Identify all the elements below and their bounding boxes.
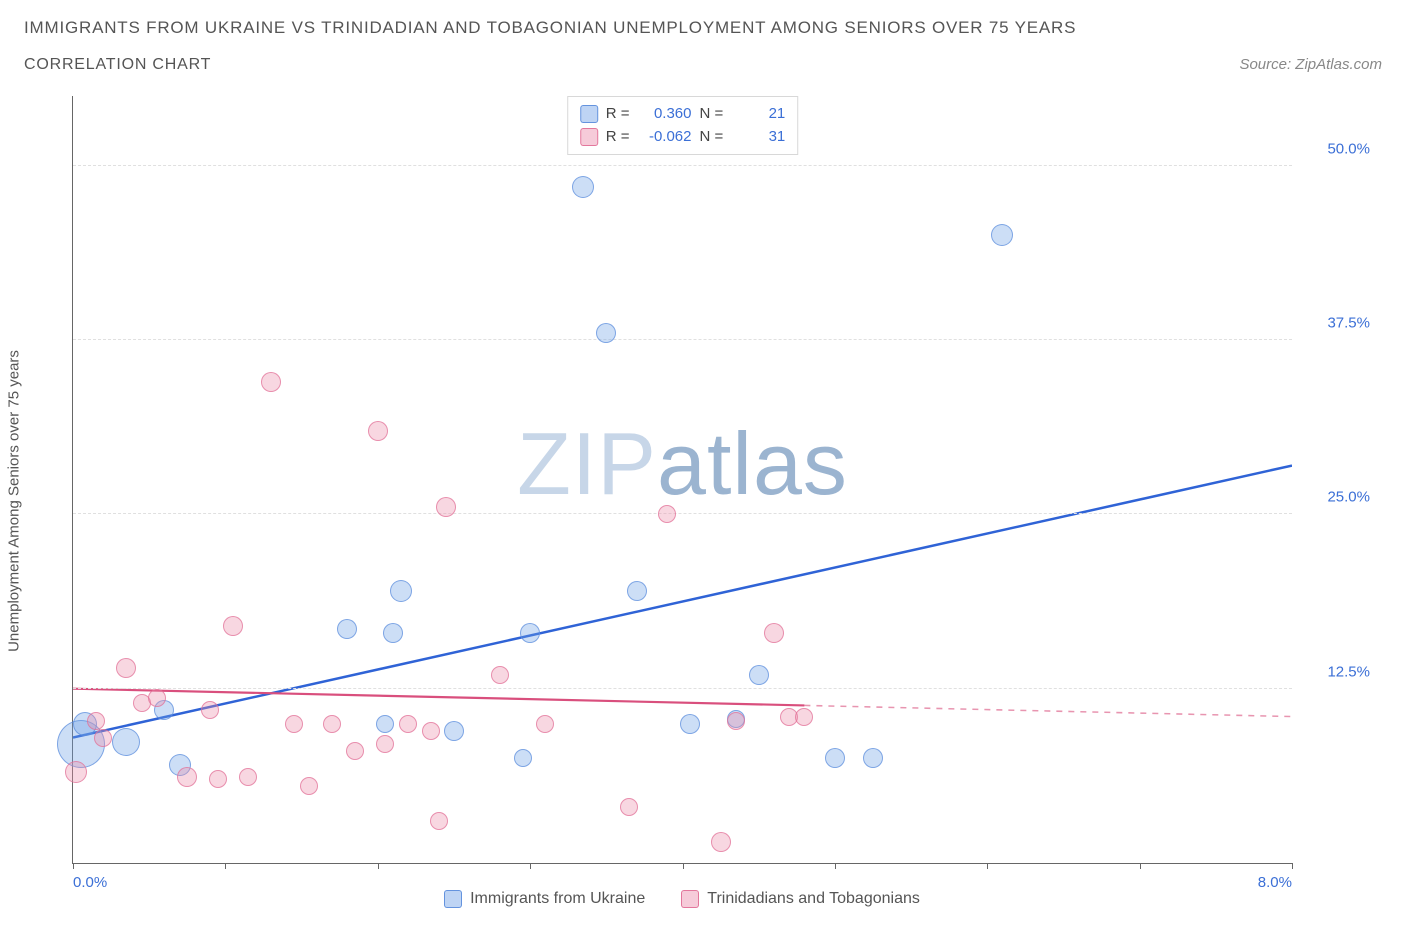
data-point <box>658 505 676 523</box>
chart-subtitle: CORRELATION CHART <box>24 56 211 74</box>
legend-label-pink: Trinidadians and Tobagonians <box>707 890 920 908</box>
watermark: ZIPatlas <box>517 413 848 515</box>
x-tick <box>225 863 226 869</box>
data-point <box>65 761 87 783</box>
swatch-blue-icon <box>444 890 462 908</box>
data-point <box>209 770 227 788</box>
data-point <box>337 619 357 639</box>
swatch-blue-icon <box>580 105 598 123</box>
data-point <box>491 666 509 684</box>
swatch-pink-icon <box>580 128 598 146</box>
chart-container: Unemployment Among Seniors over 75 years… <box>24 96 1382 906</box>
data-point <box>863 748 883 768</box>
gridline <box>73 688 1292 689</box>
data-point <box>620 798 638 816</box>
x-tick <box>835 863 836 869</box>
n-value-pink: 31 <box>731 126 785 149</box>
legend-item-blue: Immigrants from Ukraine <box>444 890 645 908</box>
y-tick-label: 37.5% <box>1327 315 1370 332</box>
r-value-pink: -0.062 <box>638 126 692 149</box>
data-point <box>711 832 731 852</box>
data-point <box>261 372 281 392</box>
r-value-blue: 0.360 <box>638 103 692 126</box>
data-point <box>223 616 243 636</box>
x-tick <box>987 863 988 869</box>
data-point <box>991 224 1013 246</box>
x-tick <box>378 863 379 869</box>
data-point <box>368 421 388 441</box>
trend-lines <box>73 96 1292 863</box>
data-point <box>201 701 219 719</box>
plot-area: ZIPatlas R = 0.360 N = 21 R = -0.062 N =… <box>72 96 1292 864</box>
data-point <box>239 768 257 786</box>
data-point <box>300 777 318 795</box>
x-tick <box>683 863 684 869</box>
n-value-blue: 21 <box>731 103 785 126</box>
data-point <box>520 623 540 643</box>
legend-item-pink: Trinidadians and Tobagonians <box>681 890 920 908</box>
x-tick <box>530 863 531 869</box>
data-point <box>536 715 554 733</box>
y-axis-label: Unemployment Among Seniors over 75 years <box>6 350 23 652</box>
chart-source: Source: ZipAtlas.com <box>1239 56 1382 73</box>
x-tick <box>1292 863 1293 869</box>
data-point <box>94 729 112 747</box>
swatch-pink-icon <box>681 890 699 908</box>
gridline <box>73 339 1292 340</box>
data-point <box>514 749 532 767</box>
data-point <box>376 735 394 753</box>
stats-row-blue: R = 0.360 N = 21 <box>580 103 786 126</box>
data-point <box>346 742 364 760</box>
data-point <box>727 712 745 730</box>
stats-legend: R = 0.360 N = 21 R = -0.062 N = 31 <box>567 96 799 155</box>
data-point <box>148 689 166 707</box>
data-point <box>572 176 594 198</box>
chart-title: IMMIGRANTS FROM UKRAINE VS TRINIDADIAN A… <box>24 18 1382 38</box>
stats-row-pink: R = -0.062 N = 31 <box>580 126 786 149</box>
data-point <box>390 580 412 602</box>
x-tick <box>1140 863 1141 869</box>
y-tick-label: 12.5% <box>1327 663 1370 680</box>
data-point <box>444 721 464 741</box>
data-point <box>795 708 813 726</box>
y-tick-label: 25.0% <box>1327 489 1370 506</box>
series-legend: Immigrants from Ukraine Trinidadians and… <box>72 890 1292 908</box>
data-point <box>436 497 456 517</box>
x-tick <box>73 863 74 869</box>
data-point <box>383 623 403 643</box>
data-point <box>116 658 136 678</box>
data-point <box>87 712 105 730</box>
data-point <box>627 581 647 601</box>
gridline <box>73 165 1292 166</box>
gridline <box>73 513 1292 514</box>
data-point <box>430 812 448 830</box>
data-point <box>596 323 616 343</box>
data-point <box>764 623 784 643</box>
data-point <box>399 715 417 733</box>
data-point <box>323 715 341 733</box>
y-tick-label: 50.0% <box>1327 140 1370 157</box>
x-tick-label: 8.0% <box>1258 874 1292 891</box>
data-point <box>285 715 303 733</box>
data-point <box>177 767 197 787</box>
legend-label-blue: Immigrants from Ukraine <box>470 890 645 908</box>
data-point <box>680 714 700 734</box>
data-point <box>749 665 769 685</box>
x-tick-label: 0.0% <box>73 874 107 891</box>
data-point <box>376 715 394 733</box>
data-point <box>422 722 440 740</box>
data-point <box>825 748 845 768</box>
data-point <box>112 728 140 756</box>
